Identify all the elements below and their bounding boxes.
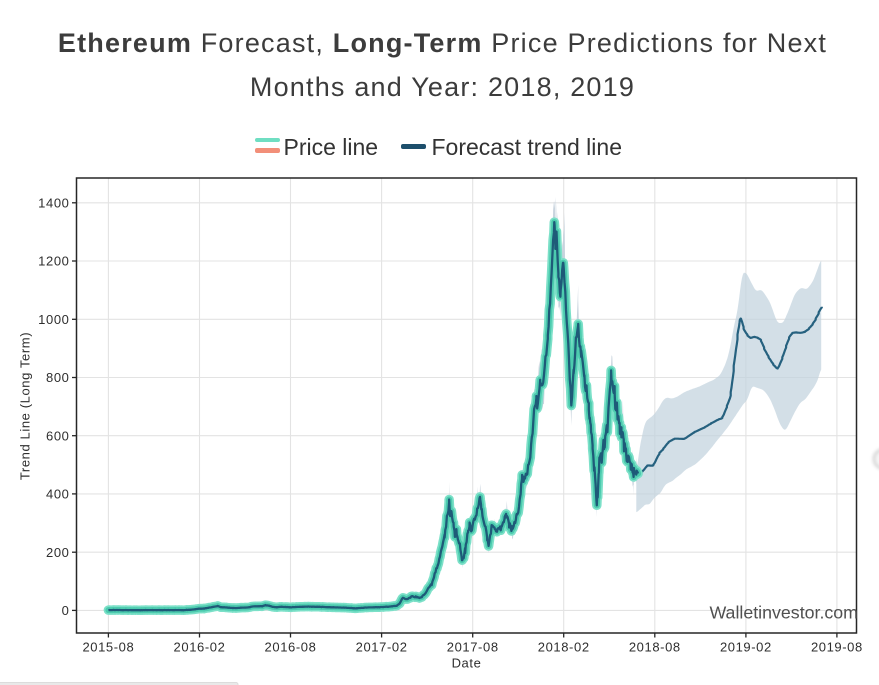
svg-text:1200: 1200 [38, 254, 69, 269]
svg-text:2017-02: 2017-02 [356, 640, 408, 655]
svg-text:2018-02: 2018-02 [538, 640, 590, 655]
svg-text:0: 0 [62, 603, 70, 618]
svg-text:2015-08: 2015-08 [82, 640, 134, 655]
svg-text:2017-08: 2017-08 [447, 640, 499, 655]
svg-text:400: 400 [46, 487, 70, 502]
svg-text:2016-02: 2016-02 [174, 640, 226, 655]
svg-text:Date: Date [452, 655, 482, 670]
svg-text:2019-02: 2019-02 [720, 640, 772, 655]
svg-text:Walletinvestor.com: Walletinvestor.com [709, 603, 858, 623]
svg-text:1000: 1000 [38, 312, 69, 327]
svg-text:800: 800 [46, 370, 70, 385]
svg-text:Trend Line (Long Term): Trend Line (Long Term) [18, 332, 33, 480]
svg-text:200: 200 [46, 545, 70, 560]
svg-text:1400: 1400 [38, 195, 69, 210]
svg-text:2016-08: 2016-08 [265, 640, 317, 655]
svg-text:2019-08: 2019-08 [811, 640, 863, 655]
svg-text:600: 600 [46, 428, 70, 443]
svg-text:2018-08: 2018-08 [629, 640, 681, 655]
